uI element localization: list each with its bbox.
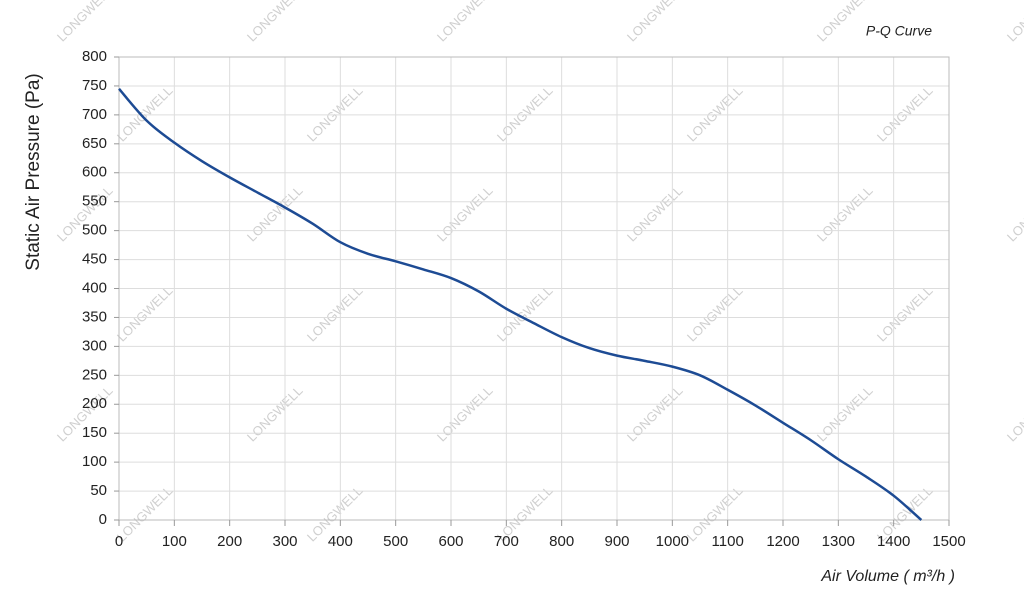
chart-title: P-Q Curve (866, 23, 932, 39)
y-tick-label: 800 (82, 48, 107, 65)
watermark: LONGWELL (874, 283, 936, 345)
watermarks: LONGWELL LONGWELL LONGWELL LONGWELL LONGWELL… (54, 0, 1024, 545)
x-tick-label: 1400 (877, 533, 910, 550)
x-tick-label: 300 (272, 533, 297, 550)
y-tick-label: 500 (82, 222, 107, 239)
x-tick-label: 0 (115, 533, 123, 550)
y-tick-label: 750 (82, 77, 107, 94)
watermark: LONGWELL (304, 283, 366, 345)
x-tick-label: 800 (549, 533, 574, 550)
watermark: LONGWELL (244, 383, 306, 445)
y-tick-label: 700 (82, 106, 107, 123)
y-tick-label: 50 (90, 482, 107, 499)
watermark: LONGWELL (494, 83, 556, 145)
x-tick-label: 1200 (766, 533, 799, 550)
x-tick-label: 100 (162, 533, 187, 550)
watermark: LONGWELL (54, 0, 116, 45)
watermark: LONGWELL (1004, 383, 1024, 445)
watermark: LONGWELL (1004, 183, 1024, 245)
x-tick-label: 700 (494, 533, 519, 550)
y-tick-label: 400 (82, 279, 107, 296)
y-tick-label: 650 (82, 135, 107, 152)
watermark: LONGWELL (304, 83, 366, 145)
watermark: LONGWELL (434, 383, 496, 445)
watermark: LONGWELL (814, 383, 876, 445)
x-tick-label: 1000 (656, 533, 689, 550)
watermark: LONGWELL (244, 0, 306, 45)
y-tick-label: 100 (82, 453, 107, 470)
x-tick-label: 1100 (712, 533, 744, 550)
x-tick-label: 1500 (932, 533, 965, 550)
x-axis-label: Air Volume ( m³/h ) (820, 568, 955, 585)
y-tick-label: 150 (82, 424, 107, 441)
y-tick-label: 0 (99, 511, 107, 528)
y-tick-label: 350 (82, 308, 107, 325)
data-line (118, 88, 923, 521)
watermark: LONGWELL (874, 83, 936, 145)
x-tick-label: 500 (383, 533, 408, 550)
watermark: LONGWELL (624, 0, 686, 45)
y-tick-label: 300 (82, 337, 107, 354)
watermark: LONGWELL (434, 0, 496, 45)
watermark: LONGWELL (624, 183, 686, 245)
watermark: LONGWELL (114, 283, 176, 345)
x-tick-label: 1300 (822, 533, 855, 550)
watermark: LONGWELL (624, 383, 686, 445)
x-tick-label: 900 (604, 533, 629, 550)
y-tick-label: 450 (82, 251, 107, 268)
watermark: LONGWELL (1004, 0, 1024, 45)
x-tick-label: 400 (328, 533, 353, 550)
x-tick-label: 200 (217, 533, 242, 550)
watermark: LONGWELL (434, 183, 496, 245)
watermark: LONGWELL (814, 183, 876, 245)
watermark: LONGWELL (684, 283, 746, 345)
watermark: LONGWELL (494, 283, 556, 345)
y-tick-label: 250 (82, 366, 107, 383)
y-axis-label: Static Air Pressure (Pa) (23, 73, 44, 270)
y-tick-label: 200 (82, 395, 107, 412)
x-tick-label: 600 (438, 533, 463, 550)
y-tick-label: 550 (82, 193, 107, 210)
y-tick-label: 600 (82, 164, 107, 181)
watermark: LONGWELL (684, 83, 746, 145)
